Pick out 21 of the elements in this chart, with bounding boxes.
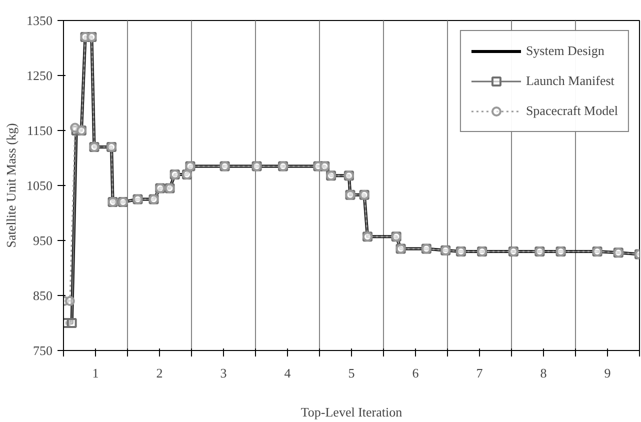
- y-axis-title: Satellite Unit Mass (kg): [4, 123, 18, 248]
- y-tick-label: 950: [33, 233, 52, 248]
- x-tick-label: 7: [476, 366, 484, 380]
- x-tick-label: 5: [348, 366, 355, 380]
- y-tick-label: 1250: [26, 68, 52, 83]
- x-tick-label: 4: [284, 366, 292, 380]
- x-tick-label: 3: [220, 366, 227, 380]
- y-tick-label: 1050: [26, 178, 52, 193]
- legend-label: System Design: [526, 43, 604, 59]
- y-tick-label: 850: [33, 288, 52, 303]
- x-tick-label: 1: [92, 366, 99, 380]
- x-tick-label: 8: [540, 366, 547, 380]
- x-tick-label: 9: [604, 366, 611, 380]
- x-axis-title: Top-Level Iteration: [300, 404, 403, 420]
- y-tick-label: 750: [33, 343, 52, 358]
- y-tick-label: 1150: [26, 123, 53, 138]
- legend-label: Spacecraft Model: [526, 103, 618, 119]
- legend-label: Launch Manifest: [526, 73, 614, 89]
- x-tick-label: 6: [412, 366, 420, 380]
- x-tick-label: 2: [156, 366, 163, 380]
- y-tick-label: 1350: [26, 13, 52, 28]
